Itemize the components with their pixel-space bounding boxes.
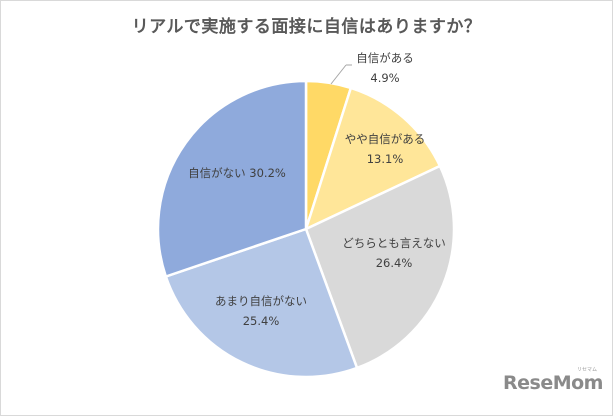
label-name: 自信がない 30.2% — [188, 166, 286, 180]
label-confident: 自信がある 4.9% — [352, 48, 418, 88]
resemom-logo: ReseMom — [503, 372, 603, 394]
label-somewhat-confident: やや自信がある 13.1% — [335, 129, 435, 169]
label-name: あまり自信がない — [215, 294, 307, 308]
label-name: やや自信がある — [344, 132, 426, 146]
pie-slice — [156, 79, 308, 279]
label-value: 26.4% — [375, 256, 413, 270]
label-not-very-confident: あまり自信がない 25.4% — [206, 291, 316, 331]
label-neutral: どちらとも言えない 26.4% — [334, 233, 454, 273]
chart-title: リアルで実施する面接に自信はありますか？ — [131, 17, 482, 37]
pie-slice — [304, 164, 456, 370]
label-value: 4.9% — [370, 71, 400, 85]
label-name: 自信がある — [356, 51, 414, 65]
label-value: 25.4% — [242, 314, 280, 328]
leader-line — [330, 64, 347, 85]
label-name: どちらとも言えない — [342, 236, 446, 250]
label-value: 13.1% — [366, 152, 404, 166]
pie-slice — [164, 227, 359, 379]
pie-slice — [303, 86, 442, 232]
label-not-confident: 自信がない 30.2% — [182, 163, 292, 183]
resemom-logo-sub: リセマム — [577, 367, 598, 373]
